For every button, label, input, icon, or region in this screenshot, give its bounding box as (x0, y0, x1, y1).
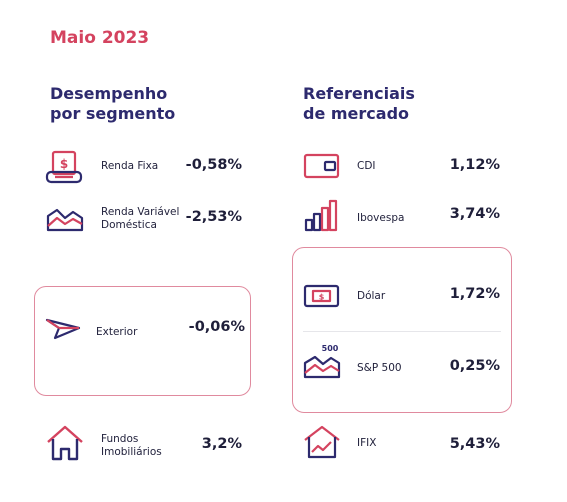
segment-title-line2: por segmento (50, 104, 176, 123)
benchmark-label-sp500: S&P 500 (357, 362, 402, 374)
svg-text:$: $ (60, 157, 68, 171)
segment-value-renda-fixa: -0,58% (185, 157, 242, 173)
benchmark-title-line1: Referenciais (303, 84, 415, 103)
money-receipt-icon: $ (45, 150, 85, 186)
wallet-icon (303, 152, 341, 180)
segment-section-title: Desempenho por segmento (50, 84, 175, 124)
benchmark-value-ifix: 5,43% (449, 436, 500, 452)
benchmark-value-sp500: 0,25% (449, 358, 500, 374)
benchmark-section-title: Referenciais de mercado (303, 84, 415, 124)
segment-value-exterior: -0,06% (188, 319, 245, 335)
svg-text:500: 500 (322, 344, 339, 353)
exterior-highlight-box (34, 286, 251, 396)
benchmark-value-dolar: 1,72% (449, 286, 500, 302)
svg-text:$: $ (319, 293, 325, 302)
house-icon (46, 424, 84, 462)
box-divider (303, 331, 501, 332)
benchmark-value-cdi: 1,12% (449, 157, 500, 173)
market-chart-icon (45, 204, 85, 234)
benchmark-label-dolar: Dólar (357, 290, 386, 302)
house-chart-icon (303, 424, 341, 460)
banknote-icon: $ (303, 283, 341, 309)
segment-label-renda-variavel: Renda Variável Doméstica (101, 206, 180, 231)
currency-highlight-box (292, 247, 512, 413)
sp500-chart-icon: 500 (302, 343, 342, 379)
bar-growth-icon (303, 198, 339, 232)
benchmark-label-cdi: CDI (357, 160, 376, 172)
benchmark-title-line2: de mercado (303, 104, 410, 123)
page-title: Maio 2023 (50, 28, 150, 48)
segment-label-fundos: Fundos Imobiliários (101, 433, 162, 458)
benchmark-label-ifix: IFIX (357, 437, 377, 449)
paper-plane-icon (45, 316, 83, 342)
segment-label-exterior: Exterior (96, 326, 138, 338)
benchmark-label-ibovespa: Ibovespa (357, 212, 405, 224)
segment-label-renda-fixa: Renda Fixa (101, 160, 159, 172)
segment-title-line1: Desempenho (50, 84, 168, 103)
benchmark-value-ibovespa: 3,74% (449, 206, 500, 222)
segment-value-fundos: 3,2% (201, 436, 242, 452)
segment-value-renda-variavel: -2,53% (185, 209, 242, 225)
